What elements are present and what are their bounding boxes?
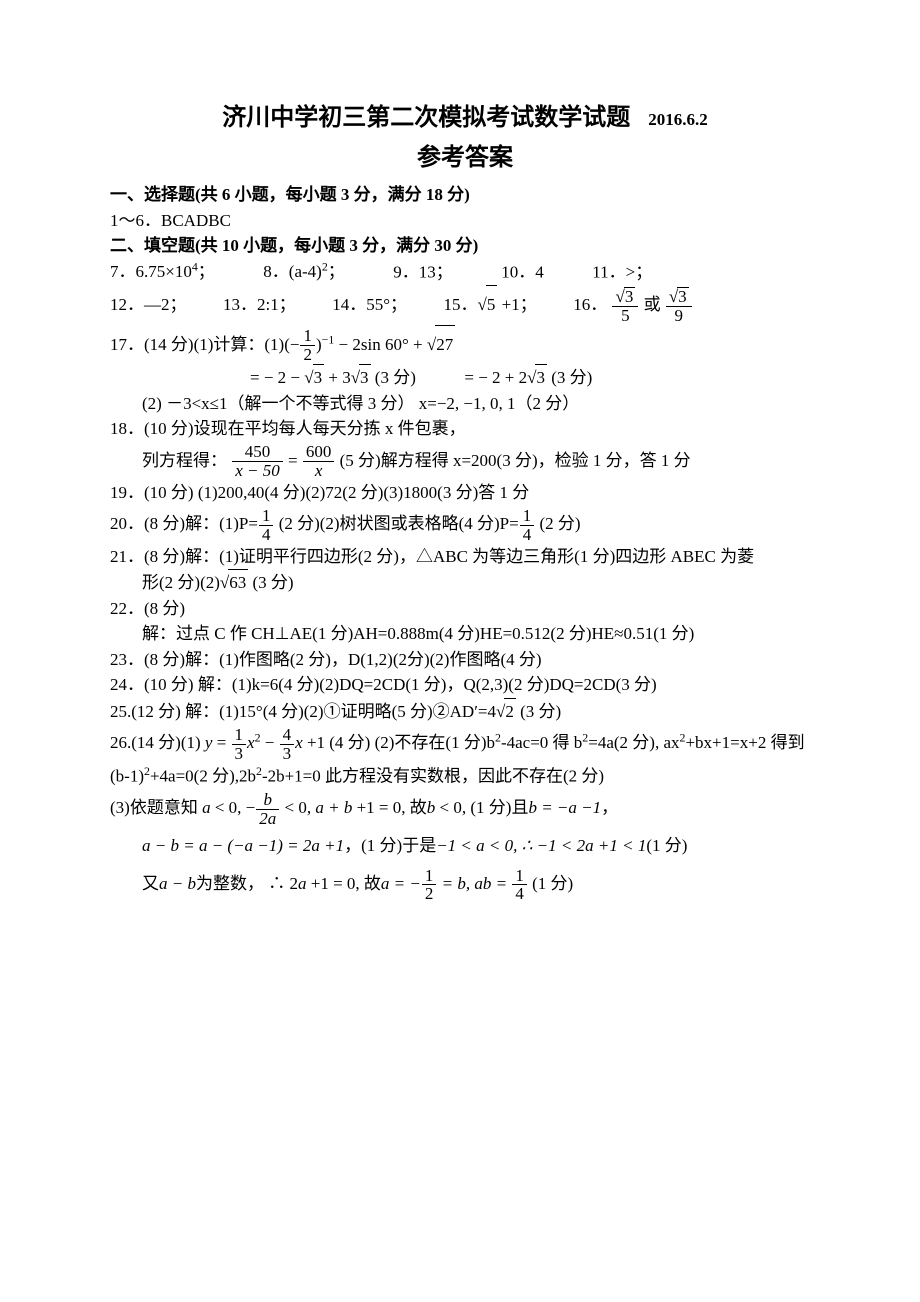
page-title: 济川中学初三第二次模拟考试数学试题 2016.6.2 (110, 100, 820, 136)
fraction: 3 5 (612, 287, 638, 325)
fraction: b2a (256, 791, 279, 828)
q26-line3: (3)依题意知 a < 0, −b2a < 0, a + b +1 = 0, 故… (110, 789, 820, 827)
q7: 7．6.75×104； (110, 262, 215, 281)
q15: 15．5 +1； (444, 295, 541, 314)
q26-line4: a − b = a − (−a −1) = 2a +1，(1 分)于是−1 < … (110, 827, 820, 864)
fill-row-2: 12．—2； 13．2:1； 14．55°； 15．5 +1； 16． 3 5 … (110, 285, 820, 325)
fraction: 12 (422, 867, 437, 904)
q19: 19．(10 分) (1)200,40(4 分)(2)72(2 分)(3)180… (110, 480, 820, 506)
fraction: 3 9 (666, 287, 692, 325)
fraction: 450x − 50 (232, 443, 283, 480)
q22-line1: 22．(8 分) (110, 596, 820, 622)
q18-line1: 18．(10 分)设现在平均每人每天分拣 x 件包裹， (110, 416, 820, 442)
q16: 16． 3 5 或 3 9 (573, 295, 692, 314)
sqrt-icon: 27 (427, 325, 455, 363)
q21-line1: 21．(8 分)解：(1)证明平行四边形(2 分)，△ABC 为等边三角形(1 … (110, 544, 820, 570)
sqrt-icon: 5 (478, 285, 498, 323)
sqrt-icon: 3 (304, 364, 324, 391)
sqrt-icon: 3 (351, 364, 371, 391)
sqrt-icon: 3 (669, 287, 689, 306)
sqrt-icon: 2 (496, 698, 516, 725)
q26-line2: (b-1)2+4a=0(2 分),2b2-2b+1=0 此方程没有实数根，因此不… (110, 763, 820, 789)
q18-line2: 列方程得： 450x − 50 = 600x (5 分)解方程得 x=200(3… (110, 442, 820, 480)
title-date: 2016.6.2 (648, 110, 708, 129)
fraction: 14 (259, 507, 274, 544)
section2-heading: 二、填空题(共 10 小题，每小题 3 分，满分 30 分) (110, 233, 820, 259)
q12: 12．—2； (110, 295, 187, 314)
q25: 25.(12 分) 解：(1)15°(4 分)(2)①证明略(5 分)②AD′=… (110, 698, 820, 725)
q26-line5: 又a − b为整数， ∴ 2a +1 = 0, 故a = −12 = b, ab… (110, 865, 820, 903)
q8: 8．(a-4)2； (263, 262, 344, 281)
q22-line2: 解：过点 C 作 CH⊥AE(1 分)AH=0.888m(4 分)HE=0.51… (110, 621, 820, 647)
q11: 11．>； (592, 262, 652, 281)
q9: 9．13； (393, 262, 453, 281)
fill-row-1: 7．6.75×104； 8．(a-4)2； 9．13； 10．4 11．>； (110, 259, 820, 285)
section1-answers: 1～6．BCADBC (110, 208, 820, 234)
fraction: 600x (303, 443, 335, 480)
title-main: 济川中学初三第二次模拟考试数学试题 (222, 105, 630, 131)
section1-heading: 一、选择题(共 6 小题，每小题 3 分，满分 18 分) (110, 182, 820, 208)
sqrt-icon: 63 (220, 569, 248, 596)
sqrt-icon: 3 (527, 364, 547, 391)
q20: 20．(8 分)解：(1)P=14 (2 分)(2)树状图或表格略(4 分)P=… (110, 505, 820, 543)
fraction: 12 (300, 327, 315, 364)
fraction: 14 (520, 507, 535, 544)
q24: 24．(10 分) 解：(1)k=6(4 分)(2)DQ=2CD(1 分)，Q(… (110, 672, 820, 698)
q14: 14．55°； (332, 295, 407, 314)
page-subtitle: 参考答案 (110, 140, 820, 176)
fraction: 43 (280, 726, 295, 763)
q17-line1: 17．(14 分)(1)计算：(1)(−12)−1 − 2sin 60° + 2… (110, 325, 820, 364)
answers-text: BCADBC (161, 211, 231, 230)
q21-line2: 形(2 分)(2)63 (3 分) (110, 569, 820, 596)
q17-line2: = − 2 − 3 + 33 (3 分) = − 2 + 23 (3 分) (110, 364, 820, 391)
q26-line1: 26.(14 分)(1) y = 13x2 − 43x +1 (4 分) (2)… (110, 724, 820, 762)
fraction: 13 (232, 726, 247, 763)
q13: 13．2:1； (223, 295, 296, 314)
q23: 23．(8 分)解：(1)作图略(2 分)，D(1,2)(2分)(2)作图略(4… (110, 647, 820, 673)
fraction: 14 (512, 867, 527, 904)
sqrt-icon: 3 (615, 287, 635, 306)
answers-label: 1～6． (110, 211, 161, 230)
q17-line3: (2) －3<x≤1（解一个不等式得 3 分） x=−2, −1, 0, 1（2… (110, 391, 820, 417)
q10: 10．4 (501, 262, 544, 281)
